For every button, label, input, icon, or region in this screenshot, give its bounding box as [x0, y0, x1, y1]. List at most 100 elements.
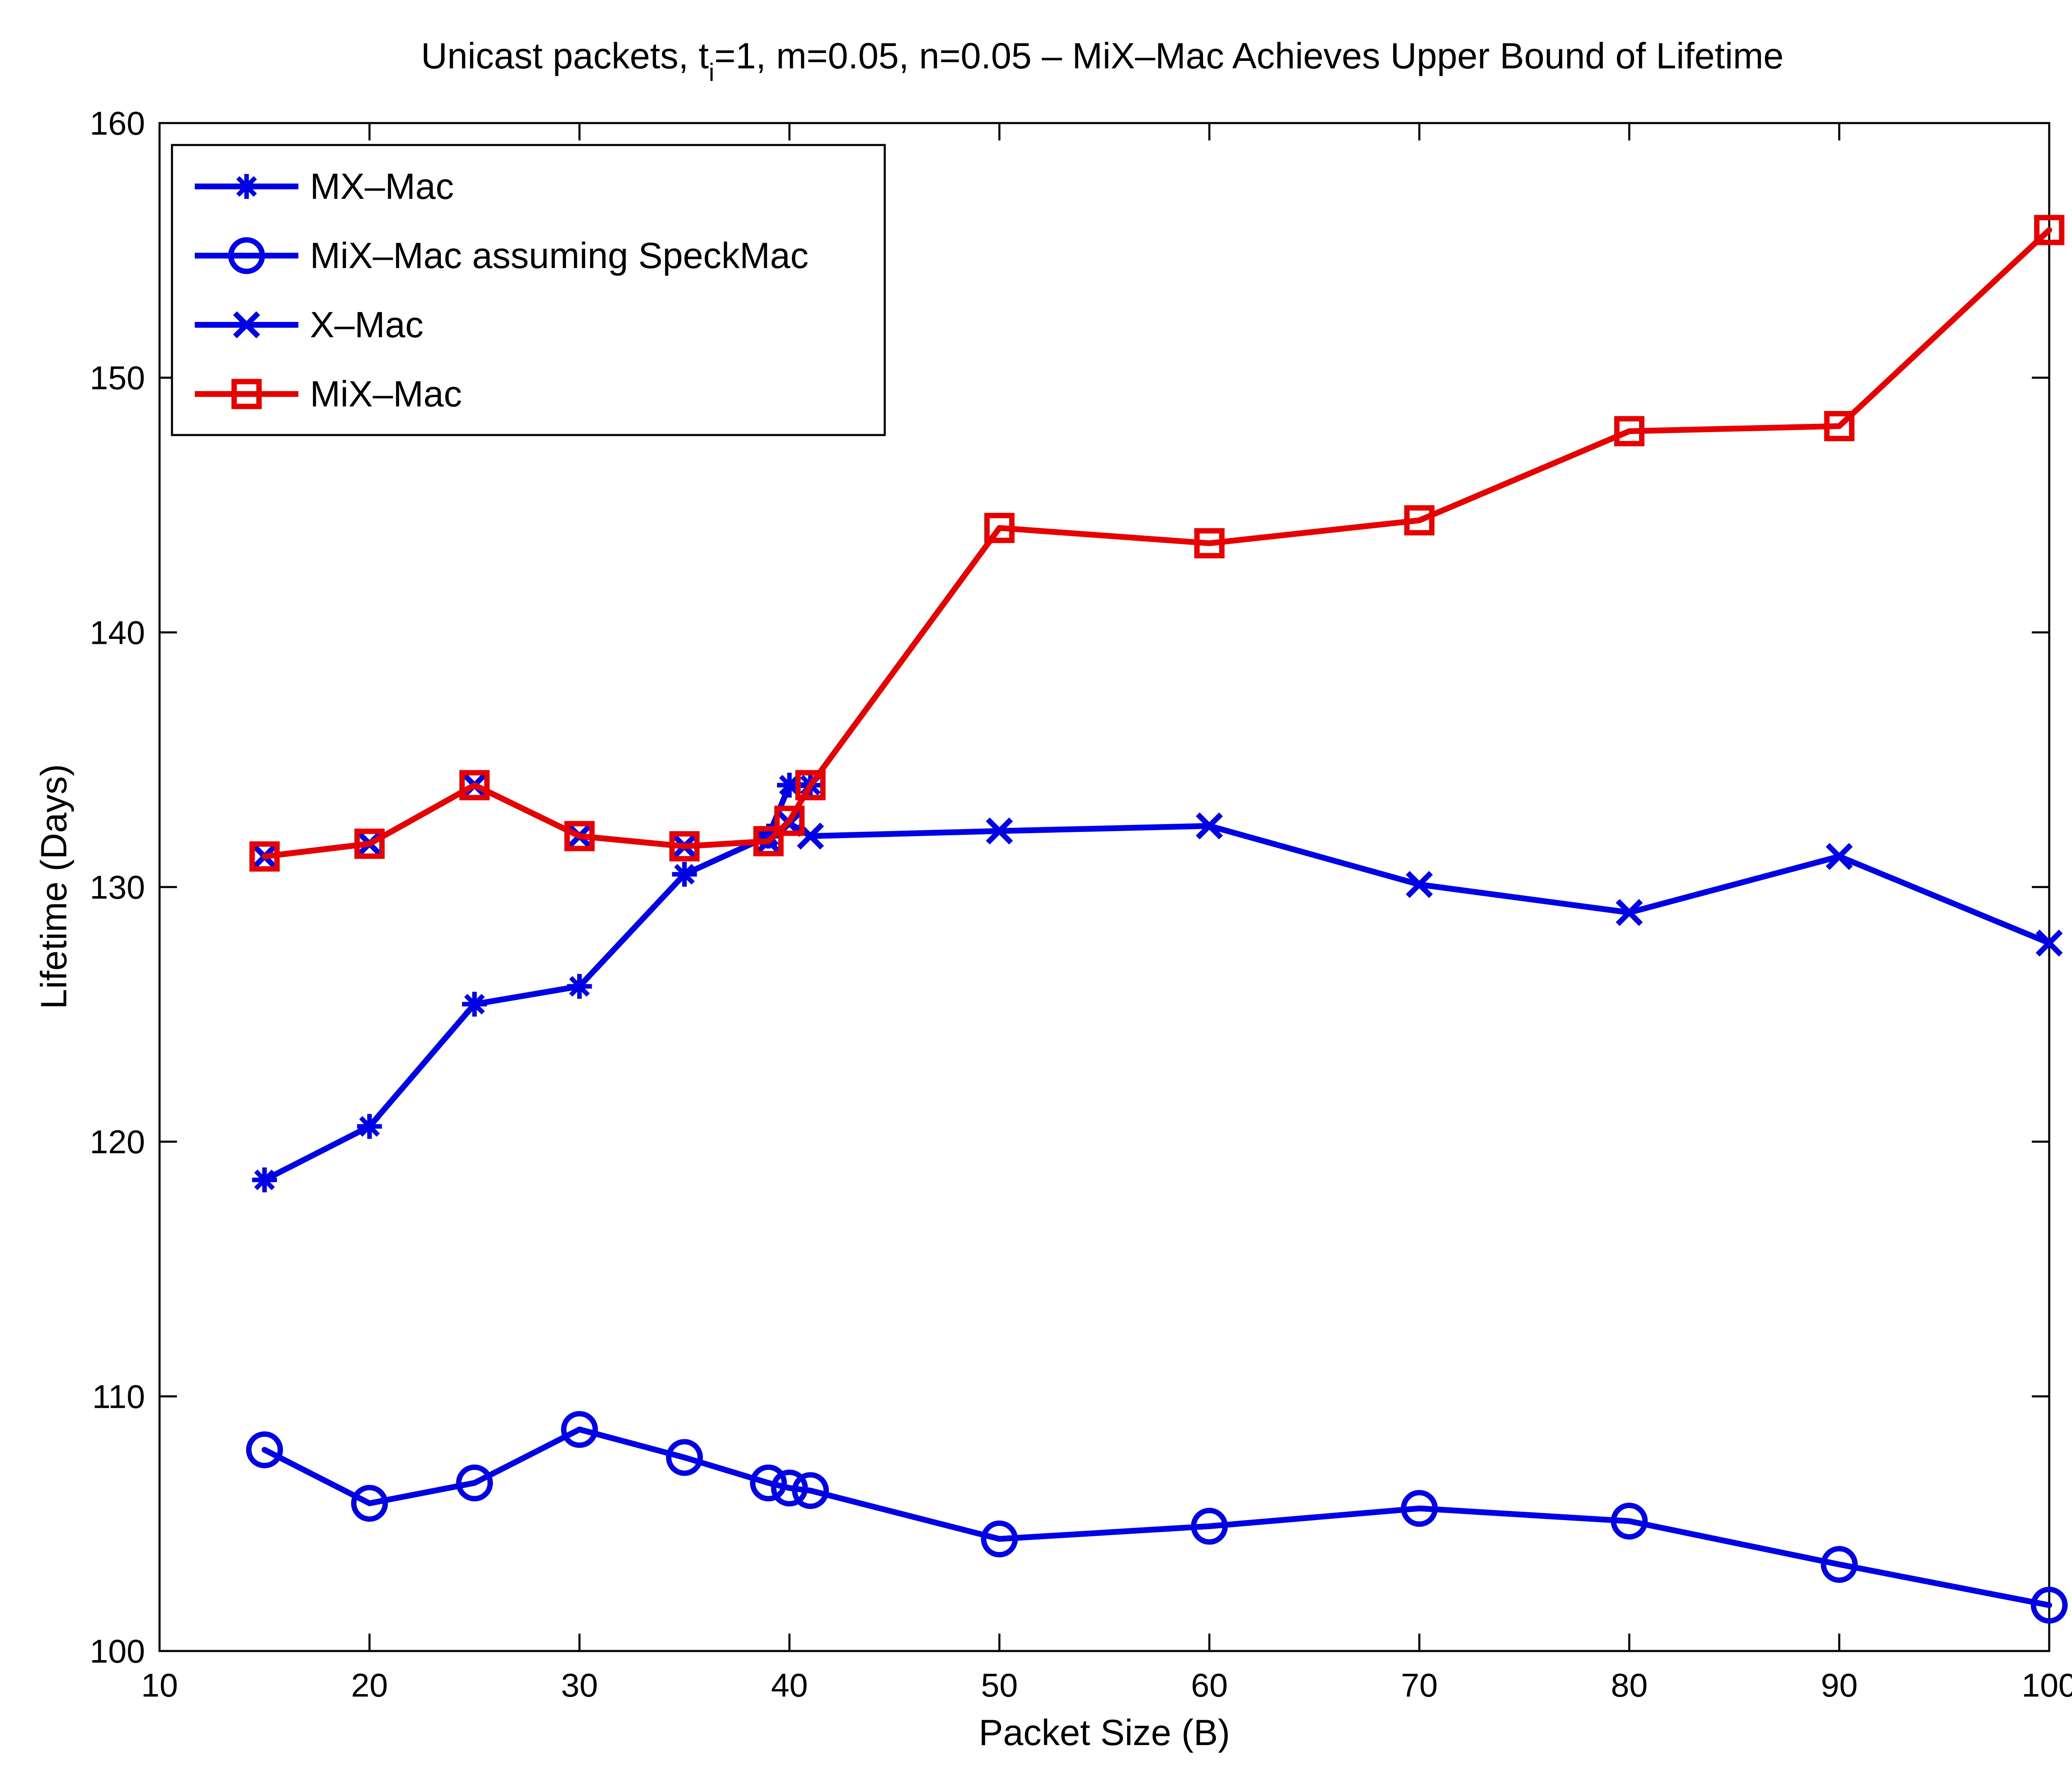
- data-point: [1194, 528, 1225, 558]
- y-tick-label: 130: [90, 869, 145, 906]
- x-marker-shape: [233, 311, 260, 338]
- asterisk-marker-shape: [567, 974, 592, 999]
- series-line: [261, 782, 813, 1183]
- data-point: [753, 826, 784, 856]
- legend-item: X–Mac: [195, 304, 424, 345]
- x-tick-label: 60: [1191, 1667, 1228, 1704]
- x-tick-label: 80: [1611, 1667, 1648, 1704]
- data-point: [756, 824, 781, 849]
- data-point: [777, 773, 802, 798]
- y-tick-label: 120: [90, 1124, 145, 1160]
- series-line: [261, 1426, 2052, 1608]
- chart-title-main: Unicast packets, t: [421, 35, 709, 76]
- square-marker-shape: [669, 831, 700, 862]
- data-point: [2036, 929, 2063, 957]
- data-point: [2031, 1586, 2068, 1624]
- data-point: [666, 1439, 703, 1476]
- circle-marker-shape: [792, 1472, 829, 1509]
- asterisk-marker-shape: [756, 824, 781, 849]
- series-3: [249, 215, 2065, 872]
- legend-marker: [234, 174, 259, 199]
- square-marker-shape: [231, 379, 262, 409]
- y-tick-label: 100: [90, 1633, 145, 1670]
- legend-item: MiX–Mac: [195, 373, 462, 414]
- data-point: [1191, 1508, 1228, 1545]
- legend-box: [171, 144, 886, 436]
- data-point: [1824, 411, 1854, 441]
- x-tick-label: 50: [981, 1667, 1018, 1704]
- data-point: [2034, 215, 2065, 245]
- data-point: [351, 1484, 388, 1522]
- circle-marker-shape: [981, 1521, 1018, 1558]
- circle-marker-shape: [246, 1431, 283, 1468]
- square-marker-shape: [774, 805, 805, 836]
- x-tick-label: 70: [1401, 1667, 1438, 1704]
- circle-marker-shape: [750, 1464, 787, 1501]
- square-marker-shape: [1614, 416, 1645, 447]
- asterisk-marker-shape: [462, 991, 487, 1017]
- data-point: [1825, 843, 1853, 870]
- circle-marker-shape: [1401, 1490, 1438, 1527]
- x-tick-label: 20: [351, 1667, 388, 1704]
- data-point: [1614, 416, 1645, 447]
- data-point: [792, 1472, 829, 1509]
- data-point: [564, 821, 595, 851]
- axis-ticks: 10 20 30 40 50 60 70 80 90 100 100 110 120 130 140 150 1…: [90, 105, 2072, 1704]
- data-point: [774, 805, 805, 836]
- legend-item: MX–Mac: [195, 166, 454, 207]
- square-marker-shape: [459, 770, 490, 800]
- y-tick-label: 110: [92, 1378, 145, 1415]
- y-tick-label: 150: [90, 360, 145, 396]
- data-point: [456, 1464, 493, 1501]
- data-point: [246, 1431, 283, 1468]
- circle-marker-shape: [2031, 1586, 2068, 1624]
- chart-title-subscript: i: [709, 58, 714, 86]
- circle-marker-shape: [228, 237, 265, 274]
- circle-marker-shape: [771, 1470, 808, 1507]
- data-point: [672, 862, 697, 887]
- legend-label: MX–Mac: [310, 166, 454, 207]
- series-line: [261, 227, 2052, 860]
- x-marker-shape: [2036, 929, 2063, 957]
- data-point: [1406, 871, 1433, 898]
- x-tick-label: 90: [1821, 1667, 1858, 1704]
- data-point: [252, 1167, 277, 1192]
- asterisk-marker-shape: [357, 1114, 382, 1139]
- series-1: [246, 1411, 2068, 1624]
- asterisk-marker-shape: [252, 1167, 277, 1192]
- circle-marker-shape: [561, 1411, 598, 1448]
- circle-marker-shape: [1820, 1546, 1858, 1583]
- data-point: [459, 770, 490, 800]
- chart-title-rest: =1, m=0.05, n=0.05 – MiX–Mac Achieves Up…: [714, 35, 1784, 76]
- data-point: [750, 1464, 787, 1501]
- x-marker-shape: [1825, 843, 1853, 870]
- data-point: [567, 974, 592, 999]
- legend: MX–Mac MiX–Mac assuming SpeckMac X–Mac MiX–…: [171, 144, 886, 436]
- legend-item: MiX–Mac assuming SpeckMac: [195, 235, 808, 276]
- data-point: [795, 770, 826, 800]
- data-point: [1196, 812, 1223, 840]
- legend-label: MiX–Mac assuming SpeckMac: [310, 235, 808, 276]
- data-point: [986, 817, 1013, 845]
- circle-marker-shape: [456, 1464, 493, 1501]
- data-point: [561, 1411, 598, 1448]
- asterisk-marker-shape: [234, 174, 259, 199]
- circle-marker-shape: [1611, 1503, 1648, 1540]
- x-tick-label: 30: [561, 1667, 598, 1704]
- x-marker-shape: [1196, 812, 1223, 840]
- square-marker-shape: [1404, 505, 1435, 536]
- square-marker-shape: [1824, 411, 1854, 441]
- data-point: [984, 512, 1015, 543]
- data-point: [1616, 899, 1643, 926]
- asterisk-marker-shape: [672, 862, 697, 887]
- x-marker-shape: [986, 817, 1013, 845]
- data-point: [771, 1470, 808, 1507]
- y-tick-label: 160: [90, 105, 145, 142]
- data-point: [669, 831, 700, 862]
- x-tick-label: 100: [2021, 1667, 2072, 1704]
- legend-marker: [228, 237, 265, 274]
- circle-marker-shape: [666, 1439, 703, 1476]
- data-point: [981, 1521, 1018, 1558]
- y-tick-label: 140: [90, 614, 145, 651]
